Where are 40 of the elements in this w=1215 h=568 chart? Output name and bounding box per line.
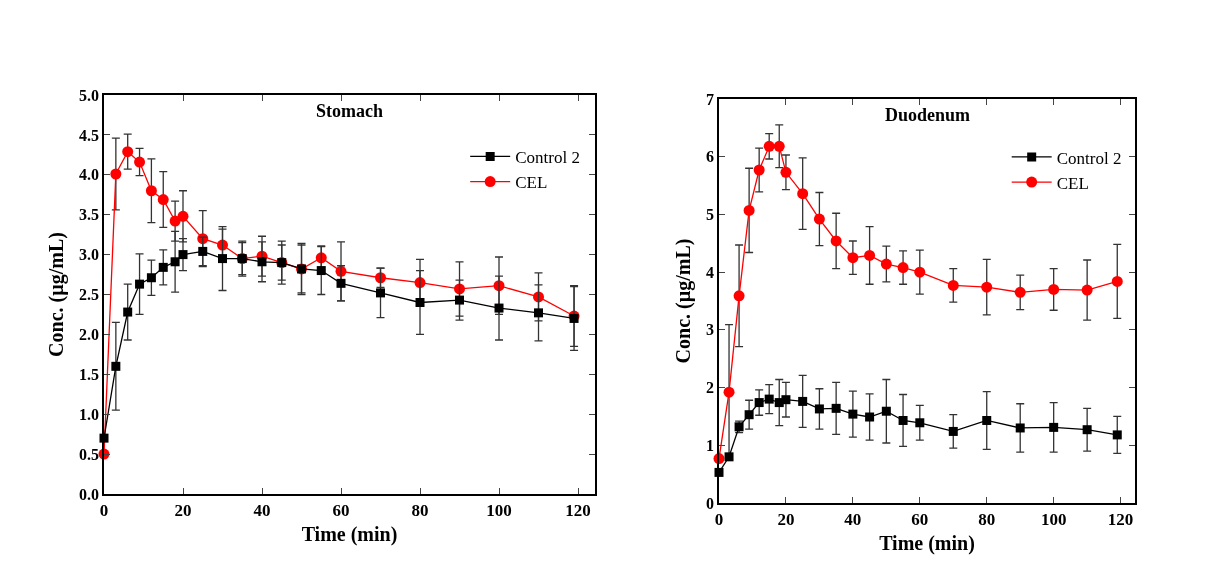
x-axis-title: Time (min) — [879, 532, 975, 556]
y-axis-title: Conc. (µg/mL) — [672, 238, 696, 364]
y-tick-label: 3 — [706, 321, 715, 339]
y-tick-label: 2.5 — [79, 286, 100, 304]
y-tick-label: 0.0 — [79, 485, 100, 503]
y-tick-label: 0.5 — [79, 445, 100, 463]
y-tick-label: 6 — [706, 148, 715, 166]
y-tick-label: 4.5 — [79, 126, 100, 144]
y-tick-label: 1 — [706, 436, 715, 454]
y-tick-label: 1.0 — [79, 405, 100, 423]
y-tick-label: 4 — [706, 263, 715, 281]
y-tick-label: 5 — [706, 206, 715, 224]
x-tick-label: 20 — [777, 510, 795, 530]
x-tick-label: 60 — [911, 510, 929, 530]
y-tick-label: 4.0 — [79, 166, 100, 184]
x-tick-label: 100 — [486, 501, 512, 521]
chart-title: Duodenum — [885, 105, 971, 125]
legend-label: Control 2 — [515, 148, 580, 168]
legend-label: CEL — [1056, 173, 1089, 193]
x-tick-label: 20 — [174, 501, 192, 521]
x-tick-label: 80 — [978, 510, 996, 530]
y-tick-label: 2 — [706, 379, 715, 397]
x-tick-label: 120 — [565, 501, 591, 521]
x-tick-label: 40 — [844, 510, 862, 530]
legend-label: Control 2 — [1056, 148, 1122, 168]
y-tick-label: 2.0 — [79, 326, 100, 343]
y-tick-label: 5.0 — [79, 86, 100, 104]
x-tick-label: 100 — [1040, 510, 1067, 530]
y-axis-title: Conc. (µg/mL) — [45, 232, 69, 357]
y-tick-label: 3.0 — [79, 246, 100, 264]
x-tick-label: 80 — [411, 501, 429, 521]
y-tick-label: 1.5 — [79, 365, 100, 383]
y-tick-label: 3.5 — [79, 206, 100, 224]
x-tick-label: 60 — [332, 501, 350, 521]
x-tick-label: 40 — [253, 501, 271, 521]
x-tick-label: 120 — [1107, 510, 1134, 530]
x-axis-title: Time (min) — [301, 523, 398, 547]
legend-label: CEL — [515, 173, 548, 193]
chart-title: Stomach — [316, 101, 383, 121]
y-tick-label: 7 — [706, 90, 715, 108]
